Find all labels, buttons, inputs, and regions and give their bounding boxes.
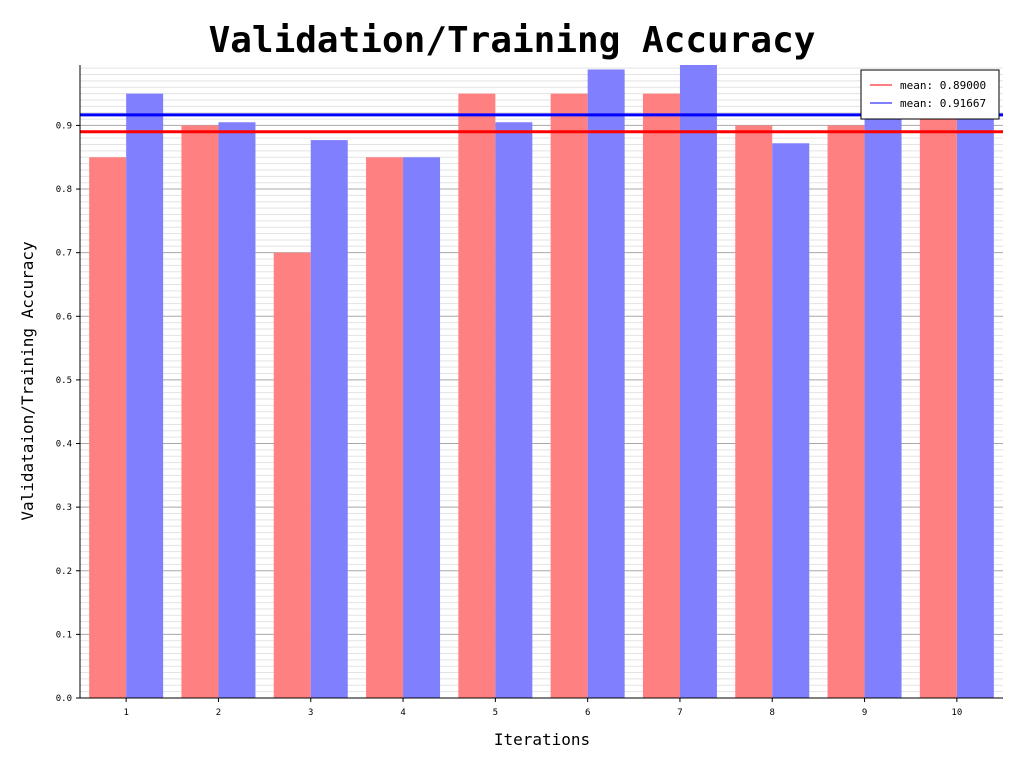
x-tick-labels: 1 2 3 4 5 6 7 8 9 10 [123, 698, 962, 718]
bars [89, 65, 994, 699]
legend-label-mean-red: mean: 0.89000 [900, 79, 986, 92]
chart-title: Validation/Training Accuracy [209, 20, 816, 61]
y-tick-label: 0.2 [56, 567, 72, 577]
legend-box [860, 69, 1000, 120]
bar-series-2-iteration-9 [864, 112, 902, 699]
y-tick-label: 0.4 [56, 440, 72, 450]
x-tick-label: 2 [216, 708, 221, 718]
bar-series-2-iteration-2 [218, 122, 256, 698]
bar-series-2-iteration-3 [310, 140, 348, 699]
y-tick-label: 0.7 [56, 249, 72, 259]
y-tick-label: 0.6 [56, 312, 72, 322]
x-tick-label: 10 [951, 708, 962, 718]
bar-series-1-iteration-6 [550, 93, 588, 698]
y-tick-labels: 0.0 0.1 0.2 0.3 0.4 0.5 0.6 0.7 0.8 0.9 [56, 121, 80, 704]
y-tick-label: 0.5 [56, 376, 72, 386]
bar-series-1-iteration-8 [735, 125, 773, 698]
x-tick-label: 8 [770, 708, 775, 718]
y-axis-label: Validataion/Training Accuracy [18, 241, 37, 521]
bar-series-1-iteration-9 [827, 125, 865, 698]
bar-series-2-iteration-1 [126, 93, 164, 698]
x-tick-label: 6 [585, 708, 590, 718]
x-axis-label: Iterations [494, 730, 590, 749]
y-tick-label: 0.3 [56, 503, 72, 513]
mean-lines [80, 113, 1003, 134]
bar-series-2-iteration-4 [403, 157, 441, 699]
x-tick-label: 3 [308, 708, 313, 718]
bar-series-2-iteration-5 [495, 122, 533, 698]
x-tick-label: 5 [493, 708, 498, 718]
bar-series-1-iteration-2 [181, 125, 219, 698]
bar-series-1-iteration-4 [366, 157, 404, 699]
bar-series-2-iteration-7 [679, 65, 717, 698]
legend-label-mean-blue: mean: 0.91667 [900, 97, 986, 110]
bar-series-2-iteration-10 [956, 112, 994, 699]
x-tick-label: 7 [677, 708, 682, 718]
legend: mean: 0.89000 mean: 0.91667 [860, 69, 1000, 120]
bar-series-1-iteration-3 [273, 252, 311, 698]
bar-series-1-iteration-10 [919, 112, 957, 699]
x-tick-label: 9 [862, 708, 867, 718]
y-tick-label: 0.1 [56, 630, 72, 640]
bar-series-1-iteration-1 [89, 157, 127, 699]
bar-series-1-iteration-7 [642, 93, 680, 698]
x-tick-label: 1 [123, 708, 128, 718]
x-tick-label: 4 [400, 708, 405, 718]
y-tick-label: 0.8 [56, 185, 72, 195]
bar-series-2-iteration-6 [587, 69, 625, 699]
bar-series-2-iteration-8 [772, 143, 810, 698]
y-tick-label: 0.0 [56, 694, 72, 704]
y-tick-label: 0.9 [56, 121, 72, 131]
bar-series-1-iteration-5 [458, 93, 496, 698]
